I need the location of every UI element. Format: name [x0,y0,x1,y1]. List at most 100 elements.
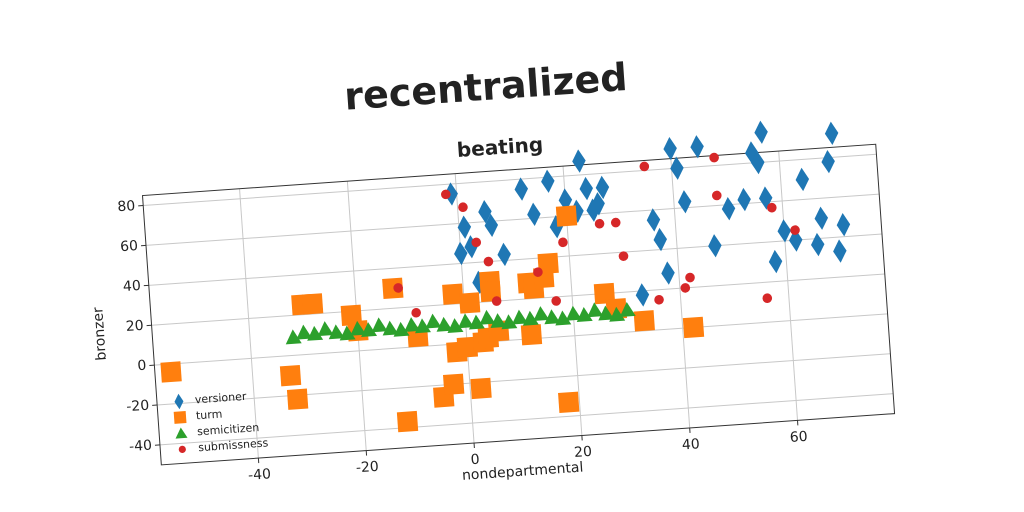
marker [619,302,636,317]
marker [458,202,468,213]
marker [511,309,528,325]
marker [591,192,605,216]
x-tick-label: 60 [789,429,808,446]
marker [457,215,472,239]
marker [541,169,555,193]
legend-marker [173,411,187,424]
marker [690,135,704,159]
marker [490,313,507,328]
marker [593,282,616,305]
grid-line [145,193,880,246]
marker [396,410,419,433]
marker [317,321,334,337]
marker [595,175,610,200]
grid-line [159,393,894,446]
marker [609,306,626,322]
marker [514,177,529,201]
y-tick-label: 20 [125,318,144,335]
marker [711,190,722,201]
marker [810,232,825,257]
marker [522,310,539,326]
marker [618,251,629,261]
marker [768,249,783,274]
marker [682,316,705,339]
marker [789,228,803,252]
marker [767,202,777,213]
marker [301,293,324,315]
marker [594,218,605,229]
marker [447,318,464,334]
marker [814,206,829,230]
marker [443,373,465,395]
grid-line [151,273,885,326]
marker [361,322,378,338]
marker [382,277,404,299]
marker [790,225,800,235]
marker [415,318,431,334]
marker [468,314,485,330]
marker [751,150,765,175]
marker [572,149,586,173]
plot-frame [141,143,896,466]
marker [501,314,518,330]
marker [307,325,324,341]
marker [661,261,675,285]
legend-label: turm [196,408,223,423]
marker [478,200,492,224]
marker [371,317,388,333]
marker [653,227,667,252]
marker [570,199,584,223]
marker [286,388,309,410]
grid-line [154,313,888,366]
marker [533,306,550,321]
marker [382,320,399,336]
marker [442,283,464,305]
y-axis-label: bronzer [90,306,110,361]
x-tick-label: 40 [681,436,700,453]
marker [833,239,847,263]
x-tick-label: 0 [470,452,480,469]
marker [685,272,695,283]
marker [708,234,722,258]
marker [551,296,562,306]
marker [479,309,496,325]
marker [444,182,458,206]
legend-marker [178,445,186,453]
marker [586,198,600,222]
marker [441,189,451,200]
marker [160,361,182,383]
marker [296,324,313,340]
x-tick-label: 20 [574,444,593,461]
marker [458,292,481,314]
marker [544,309,561,325]
marker [558,391,580,413]
marker [677,190,692,214]
rotated-figure: recentralized beating nondepartmental br… [90,55,896,484]
marker [635,283,650,307]
legend-label: submissness [198,436,269,454]
legend-marker [175,427,188,439]
legend-marker [174,393,184,410]
marker [457,313,474,329]
marker [393,283,403,293]
marker [491,296,502,306]
x-tick-label: -20 [355,459,379,477]
marker [576,307,593,322]
marker [795,167,810,192]
marker [558,237,568,248]
y-tick-label: -40 [129,438,153,456]
marker [598,305,615,321]
marker [411,307,421,318]
marker [520,324,543,346]
marker [454,241,468,266]
marker [340,304,363,326]
marker [680,283,691,293]
marker [633,310,655,332]
marker [579,176,594,201]
marker [533,267,543,277]
marker [663,136,677,161]
marker [456,336,479,358]
y-tick-label: 80 [117,198,136,215]
grid-line [670,158,691,428]
